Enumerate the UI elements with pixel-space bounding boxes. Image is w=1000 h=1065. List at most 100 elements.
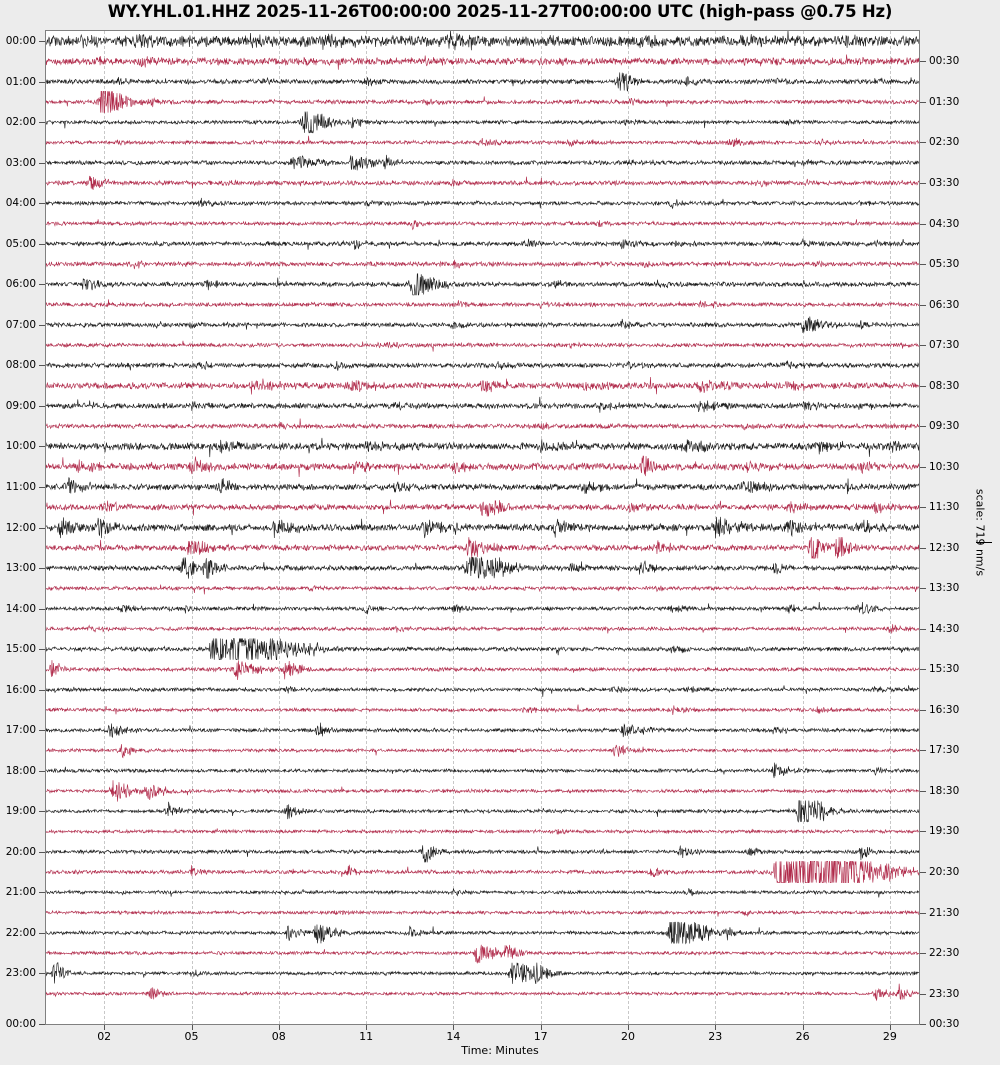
y-label-right-03:30: 03:30 (929, 176, 960, 189)
y-tick-right-17:30 (920, 750, 926, 752)
y-tick-left-23:00 (39, 973, 45, 975)
y-label-right-23:30: 23:30 (929, 987, 960, 1000)
y-tick-left-00:00 (39, 41, 45, 43)
trace-15-00 (46, 638, 919, 661)
trace-07-30 (46, 340, 919, 352)
gridline-x-14 (453, 31, 455, 1024)
trace-08-00 (46, 360, 919, 371)
y-tick-left-02:00 (39, 122, 45, 124)
trace-22-30 (46, 944, 919, 964)
scale-label: scale: 719 nm/s (973, 488, 987, 577)
y-label-right-17:30: 17:30 (929, 744, 960, 757)
trace-00-30 (46, 54, 919, 70)
y-tick-right-05:30 (920, 264, 926, 266)
y-label-right-18:30: 18:30 (929, 784, 960, 797)
trace-01-30 (46, 90, 919, 113)
trace-06-30 (46, 299, 919, 309)
trace-13-30 (46, 584, 919, 595)
y-tick-right-18:30 (920, 790, 926, 792)
x-label-08: 08 (271, 1030, 286, 1043)
trace-05-00 (46, 238, 919, 250)
y-tick-left-06:00 (39, 284, 45, 286)
trace-17-00 (46, 722, 919, 738)
y-tick-left-08:00 (39, 365, 45, 367)
trace-04-00 (46, 197, 919, 210)
trace-10-30 (46, 455, 919, 477)
y-label-right-00:30: 00:30 (929, 1018, 960, 1030)
x-label-02: 02 (97, 1030, 112, 1043)
trace-14-00 (46, 601, 919, 615)
y-tick-right-09:30 (920, 426, 926, 428)
x-tick-17 (540, 1025, 542, 1030)
trace-20-30 (46, 860, 919, 884)
y-label-right-11:30: 11:30 (929, 501, 960, 514)
y-label-left-00:00: 00:00 (5, 1018, 36, 1030)
y-tick-left-21:00 (39, 892, 45, 894)
y-label-left-06:00: 06:00 (5, 278, 36, 291)
trace-02-00 (46, 111, 919, 134)
scale-bar (976, 542, 992, 543)
x-label-05: 05 (184, 1030, 199, 1043)
x-label-20: 20 (621, 1030, 635, 1043)
y-label-right-08:30: 08:30 (929, 379, 960, 392)
y-label-right-15:30: 15:30 (929, 663, 960, 676)
trace-10-00 (46, 437, 919, 458)
trace-03-00 (46, 154, 919, 171)
y-tick-left-20:00 (39, 851, 45, 853)
y-label-left-20:00: 20:00 (5, 845, 36, 858)
trace-02-30 (46, 135, 919, 148)
trace-16-30 (46, 704, 919, 716)
y-tick-right-15:30 (920, 669, 926, 671)
y-tick-right-12:30 (920, 547, 926, 549)
y-label-right-00:30: 00:30 (929, 55, 960, 68)
trace-21-30 (46, 909, 919, 917)
y-tick-left-10:00 (39, 446, 45, 448)
trace-21-00 (46, 887, 919, 898)
y-tick-right-11:30 (920, 507, 926, 509)
y-label-right-04:30: 04:30 (929, 217, 960, 230)
x-tick-02 (104, 1025, 106, 1030)
trace-04-30 (46, 219, 919, 231)
y-label-right-02:30: 02:30 (929, 136, 960, 149)
y-tick-left-19:00 (39, 811, 45, 813)
y-tick-right-14:30 (920, 628, 926, 630)
y-label-left-17:00: 17:00 (5, 724, 36, 737)
y-label-right-16:30: 16:30 (929, 703, 960, 716)
y-tick-left-00:00 (39, 1024, 45, 1025)
trace-13-00 (46, 556, 919, 579)
trace-05-30 (46, 259, 919, 270)
y-tick-right-22:30 (920, 953, 926, 955)
y-tick-left-18:00 (39, 770, 45, 772)
y-label-left-07:00: 07:00 (5, 318, 36, 331)
trace-11-30 (46, 499, 919, 517)
trace-17-30 (46, 744, 919, 759)
y-label-left-13:00: 13:00 (5, 562, 36, 575)
y-tick-right-03:30 (920, 182, 926, 184)
trace-16-00 (46, 685, 919, 697)
trace-22-00 (46, 921, 919, 945)
y-tick-left-15:00 (39, 649, 45, 651)
trace-18-00 (46, 762, 919, 779)
gridline-x-08 (278, 31, 281, 1024)
y-label-left-00:00: 00:00 (5, 35, 36, 48)
trace-00-00 (46, 31, 919, 51)
y-tick-right-16:30 (920, 709, 926, 711)
x-tick-14 (453, 1025, 455, 1030)
x-label-26: 26 (795, 1030, 810, 1043)
x-label-11: 11 (359, 1030, 374, 1043)
y-tick-left-01:00 (39, 81, 45, 83)
y-label-right-14:30: 14:30 (929, 622, 960, 635)
x-label-29: 29 (882, 1030, 897, 1043)
y-label-left-11:00: 11:00 (5, 480, 36, 493)
y-tick-right-06:30 (920, 304, 926, 306)
y-label-right-07:30: 07:30 (929, 339, 960, 352)
trace-06-00 (46, 273, 919, 296)
trace-19-30 (46, 828, 919, 835)
x-tick-29 (889, 1025, 891, 1030)
x-tick-08 (278, 1025, 280, 1030)
trace-12-00 (46, 516, 919, 539)
page-title: WY.YHL.01.HHZ 2025-11-26T00:00:00 2025-1… (107, 2, 893, 21)
y-label-right-20:30: 20:30 (929, 866, 960, 878)
y-label-left-02:00: 02:00 (5, 116, 36, 129)
